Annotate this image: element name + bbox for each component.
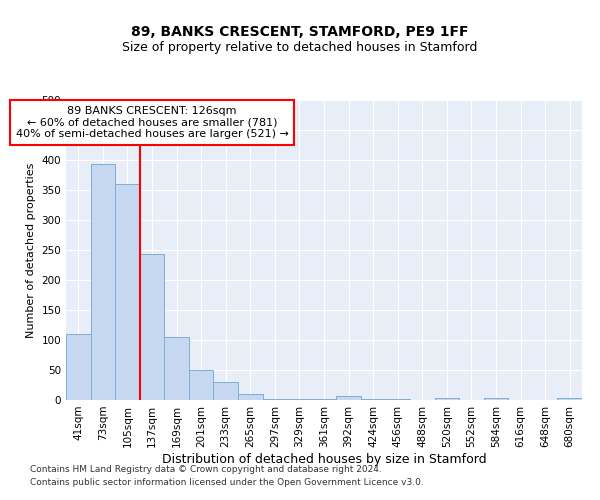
Bar <box>238 394 263 400</box>
Bar <box>189 370 214 400</box>
Bar <box>263 399 287 400</box>
Bar <box>484 398 508 400</box>
Bar <box>434 398 459 400</box>
Bar <box>361 399 385 400</box>
Text: 89 BANKS CRESCENT: 126sqm
← 60% of detached houses are smaller (781)
40% of semi: 89 BANKS CRESCENT: 126sqm ← 60% of detac… <box>16 106 289 139</box>
Bar <box>164 337 189 400</box>
Bar <box>140 254 164 400</box>
Bar <box>66 334 91 400</box>
Y-axis label: Number of detached properties: Number of detached properties <box>26 162 36 338</box>
Bar <box>557 398 582 400</box>
Bar <box>214 382 238 400</box>
Text: Contains public sector information licensed under the Open Government Licence v3: Contains public sector information licen… <box>30 478 424 487</box>
Text: Size of property relative to detached houses in Stamford: Size of property relative to detached ho… <box>122 41 478 54</box>
Text: 89, BANKS CRESCENT, STAMFORD, PE9 1FF: 89, BANKS CRESCENT, STAMFORD, PE9 1FF <box>131 26 469 40</box>
Bar <box>336 396 361 400</box>
X-axis label: Distribution of detached houses by size in Stamford: Distribution of detached houses by size … <box>161 452 487 466</box>
Bar <box>91 164 115 400</box>
Bar <box>385 399 410 400</box>
Bar <box>115 184 140 400</box>
Bar <box>312 399 336 400</box>
Text: Contains HM Land Registry data © Crown copyright and database right 2024.: Contains HM Land Registry data © Crown c… <box>30 466 382 474</box>
Bar <box>287 399 312 400</box>
